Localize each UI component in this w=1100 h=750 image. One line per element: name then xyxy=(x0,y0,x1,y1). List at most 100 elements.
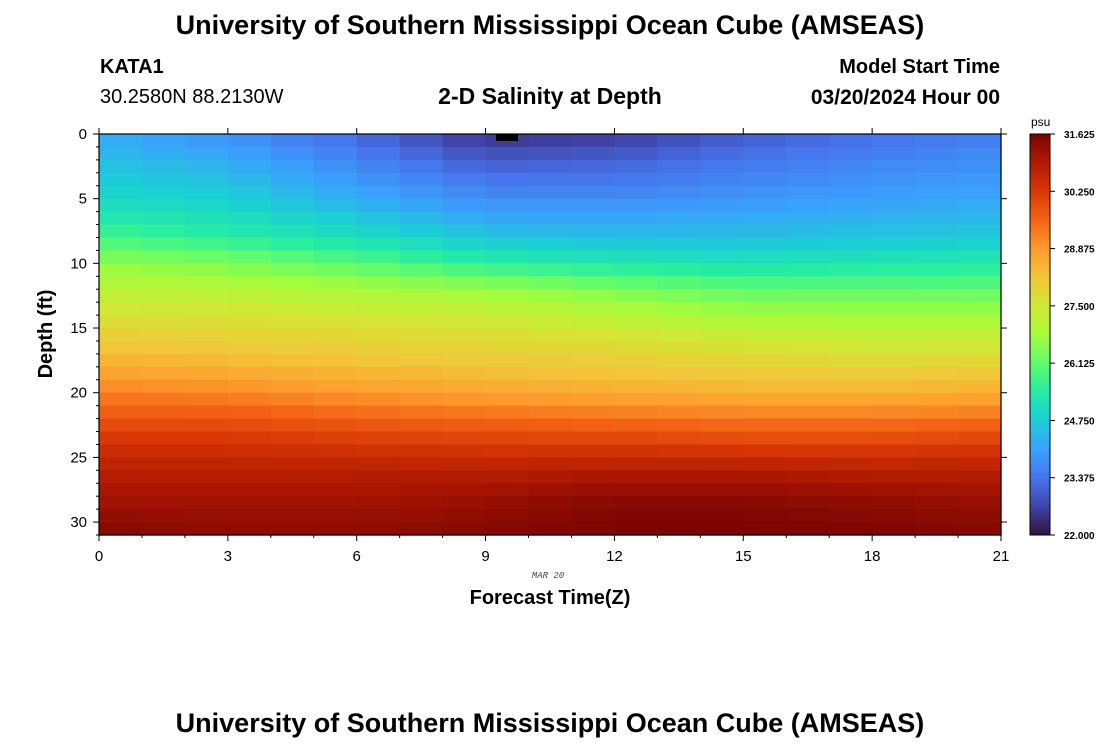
heatmap-cell xyxy=(141,444,186,458)
heatmap-cell xyxy=(743,483,787,497)
heatmap-cell xyxy=(528,263,573,277)
heatmap-cell xyxy=(915,198,959,213)
heatmap-cell xyxy=(786,211,830,226)
heatmap-cell xyxy=(356,483,401,497)
heatmap-cell xyxy=(872,250,916,264)
heatmap-cell xyxy=(227,276,272,290)
heatmap-cell xyxy=(528,159,573,174)
heatmap-cell xyxy=(915,392,959,407)
heatmap-cell xyxy=(743,185,787,200)
heatmap-cell xyxy=(485,302,530,316)
footer-title: University of Southern Mississippi Ocean… xyxy=(175,708,925,738)
heatmap-cell xyxy=(270,379,315,394)
heatmap-cell xyxy=(614,470,658,484)
heatmap-cell xyxy=(614,263,658,277)
heatmap-cell xyxy=(829,211,873,226)
heatmap-cell xyxy=(915,276,959,290)
heatmap-cell xyxy=(442,224,487,239)
heatmap-cell xyxy=(743,134,787,148)
heatmap-cell xyxy=(270,444,315,458)
heatmap-cell xyxy=(442,159,487,174)
heatmap-cell xyxy=(141,405,186,420)
heatmap-cell xyxy=(743,366,787,381)
y-tick-label: 10 xyxy=(70,255,87,272)
heatmap-cell xyxy=(313,185,358,200)
heatmap-cell xyxy=(356,211,401,226)
x-axis: 0 3 6 9 12 15 18 21 xyxy=(95,128,1009,565)
heatmap-cell xyxy=(99,392,143,407)
station-coordinates: 30.2580N 88.2130W xyxy=(100,86,284,108)
heatmap-cell xyxy=(700,211,744,226)
heatmap-cell xyxy=(313,172,358,187)
heatmap-cell xyxy=(399,159,444,174)
heatmap-cell xyxy=(399,237,444,252)
heatmap-cell xyxy=(743,211,787,226)
heatmap-cell xyxy=(657,172,701,187)
heatmap-cell xyxy=(657,237,701,252)
heatmap-cell xyxy=(99,276,143,290)
heatmap-cell xyxy=(99,302,143,316)
heatmap-cell xyxy=(485,237,530,252)
heatmap-cell xyxy=(99,289,143,303)
colorbar-ticks: 31.625 30.250 28.875 27.500 26.125 24.750 23.3… xyxy=(1050,130,1095,542)
heatmap-cell xyxy=(915,457,959,471)
heatmap-cell xyxy=(270,211,315,226)
heatmap-cell xyxy=(657,392,701,407)
heatmap-cell xyxy=(399,250,444,264)
heatmap-cell xyxy=(528,237,573,252)
heatmap-cell xyxy=(270,340,315,355)
heatmap-cell xyxy=(227,405,272,420)
heatmap-cell xyxy=(915,302,959,316)
heatmap-cell xyxy=(356,444,401,458)
heatmap-cell xyxy=(614,237,658,252)
heatmap-cell xyxy=(743,496,787,510)
x-tick-label: 12 xyxy=(606,548,623,565)
model-start-value: 03/20/2024 Hour 00 xyxy=(810,86,1000,109)
heatmap-cell xyxy=(184,353,229,368)
heatmap-cell xyxy=(99,211,143,226)
heatmap-cell xyxy=(872,496,916,510)
heatmap-cell xyxy=(872,444,916,458)
heatmap-cell xyxy=(313,379,358,394)
heatmap-cell xyxy=(915,379,959,394)
heatmap-cell xyxy=(528,224,573,239)
heatmap-cell xyxy=(313,522,358,536)
heatmap-cell xyxy=(872,470,916,484)
heatmap-cell xyxy=(141,315,186,329)
heatmap-cell xyxy=(227,509,272,523)
heatmap-cell xyxy=(872,379,916,394)
heatmap-cell xyxy=(442,483,487,497)
heatmap-cell xyxy=(141,211,186,226)
heatmap-cell xyxy=(99,250,143,264)
colorbar-tick-label: 24.750 xyxy=(1064,416,1095,427)
page-title: University of Southern Mississippi Ocean… xyxy=(175,10,925,40)
heatmap-cell xyxy=(700,289,744,303)
heatmap-cell xyxy=(485,340,530,355)
heatmap-cell xyxy=(958,379,1002,394)
heatmap-cell xyxy=(958,366,1002,381)
heatmap-cell xyxy=(614,483,658,497)
heatmap-cell xyxy=(700,392,744,407)
heatmap-cell xyxy=(227,263,272,277)
heatmap-cell xyxy=(829,340,873,355)
heatmap-cell xyxy=(356,263,401,277)
heatmap-cell xyxy=(657,211,701,226)
heatmap-cell xyxy=(356,315,401,329)
heatmap-cell xyxy=(399,276,444,290)
heatmap-cell xyxy=(442,522,487,536)
heatmap-cell xyxy=(829,444,873,458)
heatmap-cell xyxy=(141,302,186,316)
heatmap-cell xyxy=(571,366,616,381)
heatmap-cell xyxy=(614,353,658,368)
heatmap-cell xyxy=(99,444,143,458)
heatmap-cell xyxy=(872,276,916,290)
heatmap-cell xyxy=(571,509,616,523)
heatmap-cell xyxy=(829,496,873,510)
heatmap-cell xyxy=(356,366,401,381)
heatmap-cell xyxy=(184,431,229,446)
heatmap-cell xyxy=(399,263,444,277)
heatmap-cell xyxy=(528,315,573,329)
heatmap-cell xyxy=(442,185,487,200)
heatmap-cell xyxy=(786,522,830,536)
heatmap-cell xyxy=(227,483,272,497)
